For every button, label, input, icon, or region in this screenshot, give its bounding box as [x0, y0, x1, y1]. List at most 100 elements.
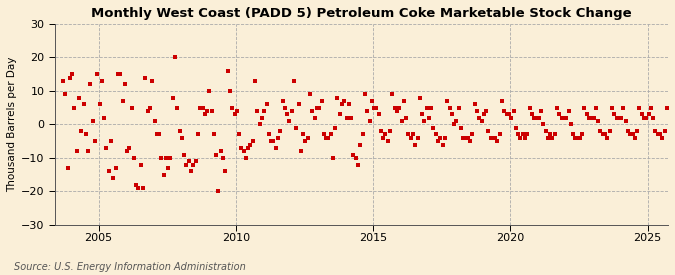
- Point: [252, 109, 263, 113]
- Point: [151, 132, 162, 137]
- Point: [72, 149, 82, 153]
- Point: [629, 136, 640, 140]
- Point: [476, 119, 487, 123]
- Point: [62, 166, 73, 170]
- Point: [494, 132, 505, 137]
- Point: [547, 136, 558, 140]
- Point: [538, 122, 549, 127]
- Point: [186, 169, 196, 174]
- Point: [652, 132, 663, 137]
- Text: Source: U.S. Energy Information Administration: Source: U.S. Energy Information Administ…: [14, 262, 245, 272]
- Point: [614, 116, 624, 120]
- Point: [506, 116, 516, 120]
- Point: [412, 136, 423, 140]
- Point: [261, 102, 272, 106]
- Point: [211, 152, 221, 157]
- Point: [95, 102, 105, 106]
- Point: [192, 132, 203, 137]
- Point: [641, 116, 651, 120]
- Point: [362, 109, 373, 113]
- Point: [524, 106, 535, 110]
- Point: [179, 152, 190, 157]
- Point: [576, 132, 587, 137]
- Point: [454, 106, 464, 110]
- Point: [416, 112, 427, 117]
- Point: [364, 119, 375, 123]
- Point: [87, 119, 98, 123]
- Point: [122, 149, 132, 153]
- Point: [115, 72, 126, 76]
- Point: [499, 109, 510, 113]
- Point: [316, 99, 327, 103]
- Point: [579, 106, 590, 110]
- Point: [593, 119, 603, 123]
- Point: [533, 116, 544, 120]
- Point: [334, 112, 345, 117]
- Point: [234, 132, 244, 137]
- Point: [128, 156, 139, 160]
- Point: [508, 109, 519, 113]
- Point: [298, 132, 308, 137]
- Point: [595, 129, 606, 133]
- Point: [396, 119, 407, 123]
- Point: [342, 116, 352, 120]
- Point: [611, 116, 622, 120]
- Point: [97, 79, 107, 83]
- Point: [67, 72, 78, 76]
- Point: [433, 139, 443, 143]
- Point: [202, 109, 213, 113]
- Point: [174, 129, 185, 133]
- Point: [355, 142, 366, 147]
- Point: [78, 102, 89, 106]
- Point: [284, 119, 295, 123]
- Point: [85, 82, 96, 86]
- Point: [135, 163, 146, 167]
- Point: [76, 129, 86, 133]
- Point: [586, 116, 597, 120]
- Point: [293, 102, 304, 106]
- Point: [281, 112, 292, 117]
- Point: [398, 99, 409, 103]
- Point: [545, 132, 556, 137]
- Point: [291, 126, 302, 130]
- Point: [321, 136, 331, 140]
- Point: [627, 132, 638, 137]
- Point: [200, 112, 211, 117]
- Point: [360, 92, 371, 97]
- Point: [549, 132, 560, 137]
- Point: [529, 116, 539, 120]
- Point: [74, 95, 84, 100]
- Point: [462, 136, 473, 140]
- Point: [625, 132, 636, 137]
- Point: [144, 106, 155, 110]
- Point: [263, 132, 274, 137]
- Point: [99, 116, 109, 120]
- Point: [256, 116, 267, 120]
- Point: [375, 129, 386, 133]
- Point: [113, 72, 124, 76]
- Point: [302, 136, 313, 140]
- Point: [604, 129, 615, 133]
- Point: [419, 119, 430, 123]
- Point: [474, 116, 485, 120]
- Point: [327, 156, 338, 160]
- Point: [531, 116, 542, 120]
- Point: [620, 119, 631, 123]
- Point: [275, 129, 286, 133]
- Point: [599, 132, 610, 137]
- Point: [117, 99, 128, 103]
- Point: [184, 159, 194, 164]
- Point: [181, 163, 192, 167]
- Point: [405, 136, 416, 140]
- Point: [266, 139, 277, 143]
- Point: [622, 129, 633, 133]
- Point: [300, 139, 310, 143]
- Point: [314, 106, 325, 110]
- Point: [172, 106, 183, 110]
- Point: [138, 186, 148, 190]
- Point: [177, 136, 188, 140]
- Point: [510, 126, 521, 130]
- Point: [492, 139, 503, 143]
- Point: [650, 129, 661, 133]
- Point: [90, 139, 101, 143]
